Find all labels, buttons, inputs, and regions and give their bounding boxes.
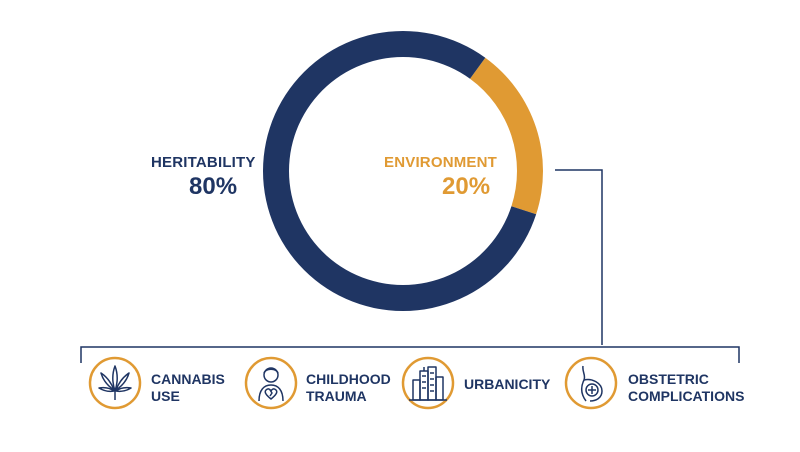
factor-line: OBSTETRIC xyxy=(628,371,709,387)
factors-bracket xyxy=(80,346,740,363)
heritability-label: HERITABILITY xyxy=(151,154,256,171)
factor-line: TRAUMA xyxy=(306,388,367,404)
donut-slice-environment xyxy=(470,57,543,215)
factor-line: USE xyxy=(151,388,180,404)
factor-line: URBANICITY xyxy=(464,376,551,392)
factor-line: COMPLICATIONS xyxy=(628,388,745,404)
pregnancy-icon xyxy=(564,356,618,410)
factor-line: CHILDHOOD xyxy=(306,371,391,387)
factor-childhood-trauma: CHILDHOOD TRAUMA xyxy=(306,371,391,405)
factor-line: CANNABIS xyxy=(151,371,225,387)
childhood-trauma-icon xyxy=(244,356,298,410)
environment-label: ENVIRONMENT xyxy=(384,154,498,171)
cannabis-icon xyxy=(88,356,142,410)
heritability-percent: 80% xyxy=(189,173,238,200)
connector-line xyxy=(555,169,603,345)
factor-urbanicity: URBANICITY xyxy=(464,376,550,393)
urbanicity-icon xyxy=(401,356,455,410)
donut-ring xyxy=(263,30,543,311)
factor-cannabis-use: CANNABIS USE xyxy=(151,371,225,405)
environment-percent: 20% xyxy=(442,173,491,200)
factor-obstetric-complications: OBSTETRIC COMPLICATIONS xyxy=(628,371,744,405)
